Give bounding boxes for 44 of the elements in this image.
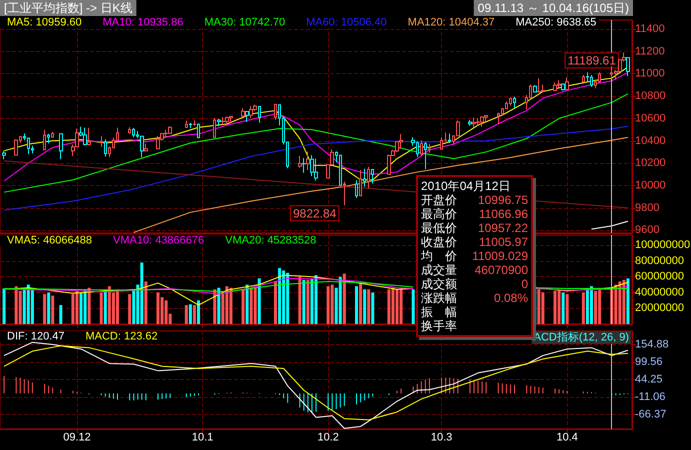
y-tick-label: 20000000 [635,302,684,314]
y-tick-label: 100000000 [635,239,690,252]
chart-subtitle: 09.11.13 ～ 10.04.16(105日) [478,1,630,15]
y-tick-label: 44.25 [635,373,663,386]
y-tick-label: 11200 [635,45,665,58]
series-label: MACD: 123.62 [85,330,158,342]
annotation: 9822.84 [292,206,337,220]
text: MA120: 10404.37 [408,16,495,28]
x-tick-label: 09.12 [63,432,91,444]
series-label: DIF: 120.47 [7,330,64,342]
text: VMA20: 45283528 [225,234,316,246]
y-tick-label: 9800 [635,202,660,214]
y-tick-label: 10800 [635,90,666,102]
text: MA10: 10935.86 [102,16,184,28]
y-tick-label: 9600 [635,224,660,236]
y-tick-label: 10600 [635,112,666,124]
y-tick-label: 10000 [635,179,666,192]
text: VMA10: 43866676 [113,234,204,246]
y-tick-label: 99.56 [635,356,663,368]
annotation: 振 幅 [421,305,457,319]
y-tick-label: 11000 [635,68,665,80]
x-tick-label: 10.1 [192,432,214,444]
text: VMA5: 46066488 [7,234,92,246]
y-tick-label: -11.06 [635,390,666,403]
y-tick-label: 80000000 [635,254,684,267]
annotation: 11189.61 [568,53,616,68]
x-tick-label: 10.3 [430,432,452,444]
y-tick-label: 10400 [635,134,666,147]
y-tick-label: 10200 [635,157,666,170]
annotation: 换手率 [421,319,457,333]
y-tick-label: 40000000 [635,286,684,298]
annotation: 2010年04月12日 [421,179,510,193]
y-tick-label: 11400 [635,22,665,35]
info-panel: 2010年04月12日 开盘价 10996.75 最高价 11066.96 最低价 10957.22 收盘价 11005.97 均 价 11009.029 成交量 46070900 成交额 0 涨跌幅 0.08% 振 幅 换手率 [416,175,533,337]
text: MA60: 10506.40 [306,16,387,28]
text: MA30: 10742.70 [204,16,286,28]
x-tick-label: 10.2 [317,432,339,444]
chart-title: [工业平均指数] -> 日K线 [4,1,132,15]
text: MA5: 10959.60 [7,16,82,28]
x-tick-label: 10.4 [556,432,578,444]
y-tick-label: -66.37 [635,408,666,420]
y-tick-label: 60000000 [635,270,684,283]
text: MA250: 9638.65 [516,16,596,28]
y-tick-label: 154.88 [635,338,669,351]
